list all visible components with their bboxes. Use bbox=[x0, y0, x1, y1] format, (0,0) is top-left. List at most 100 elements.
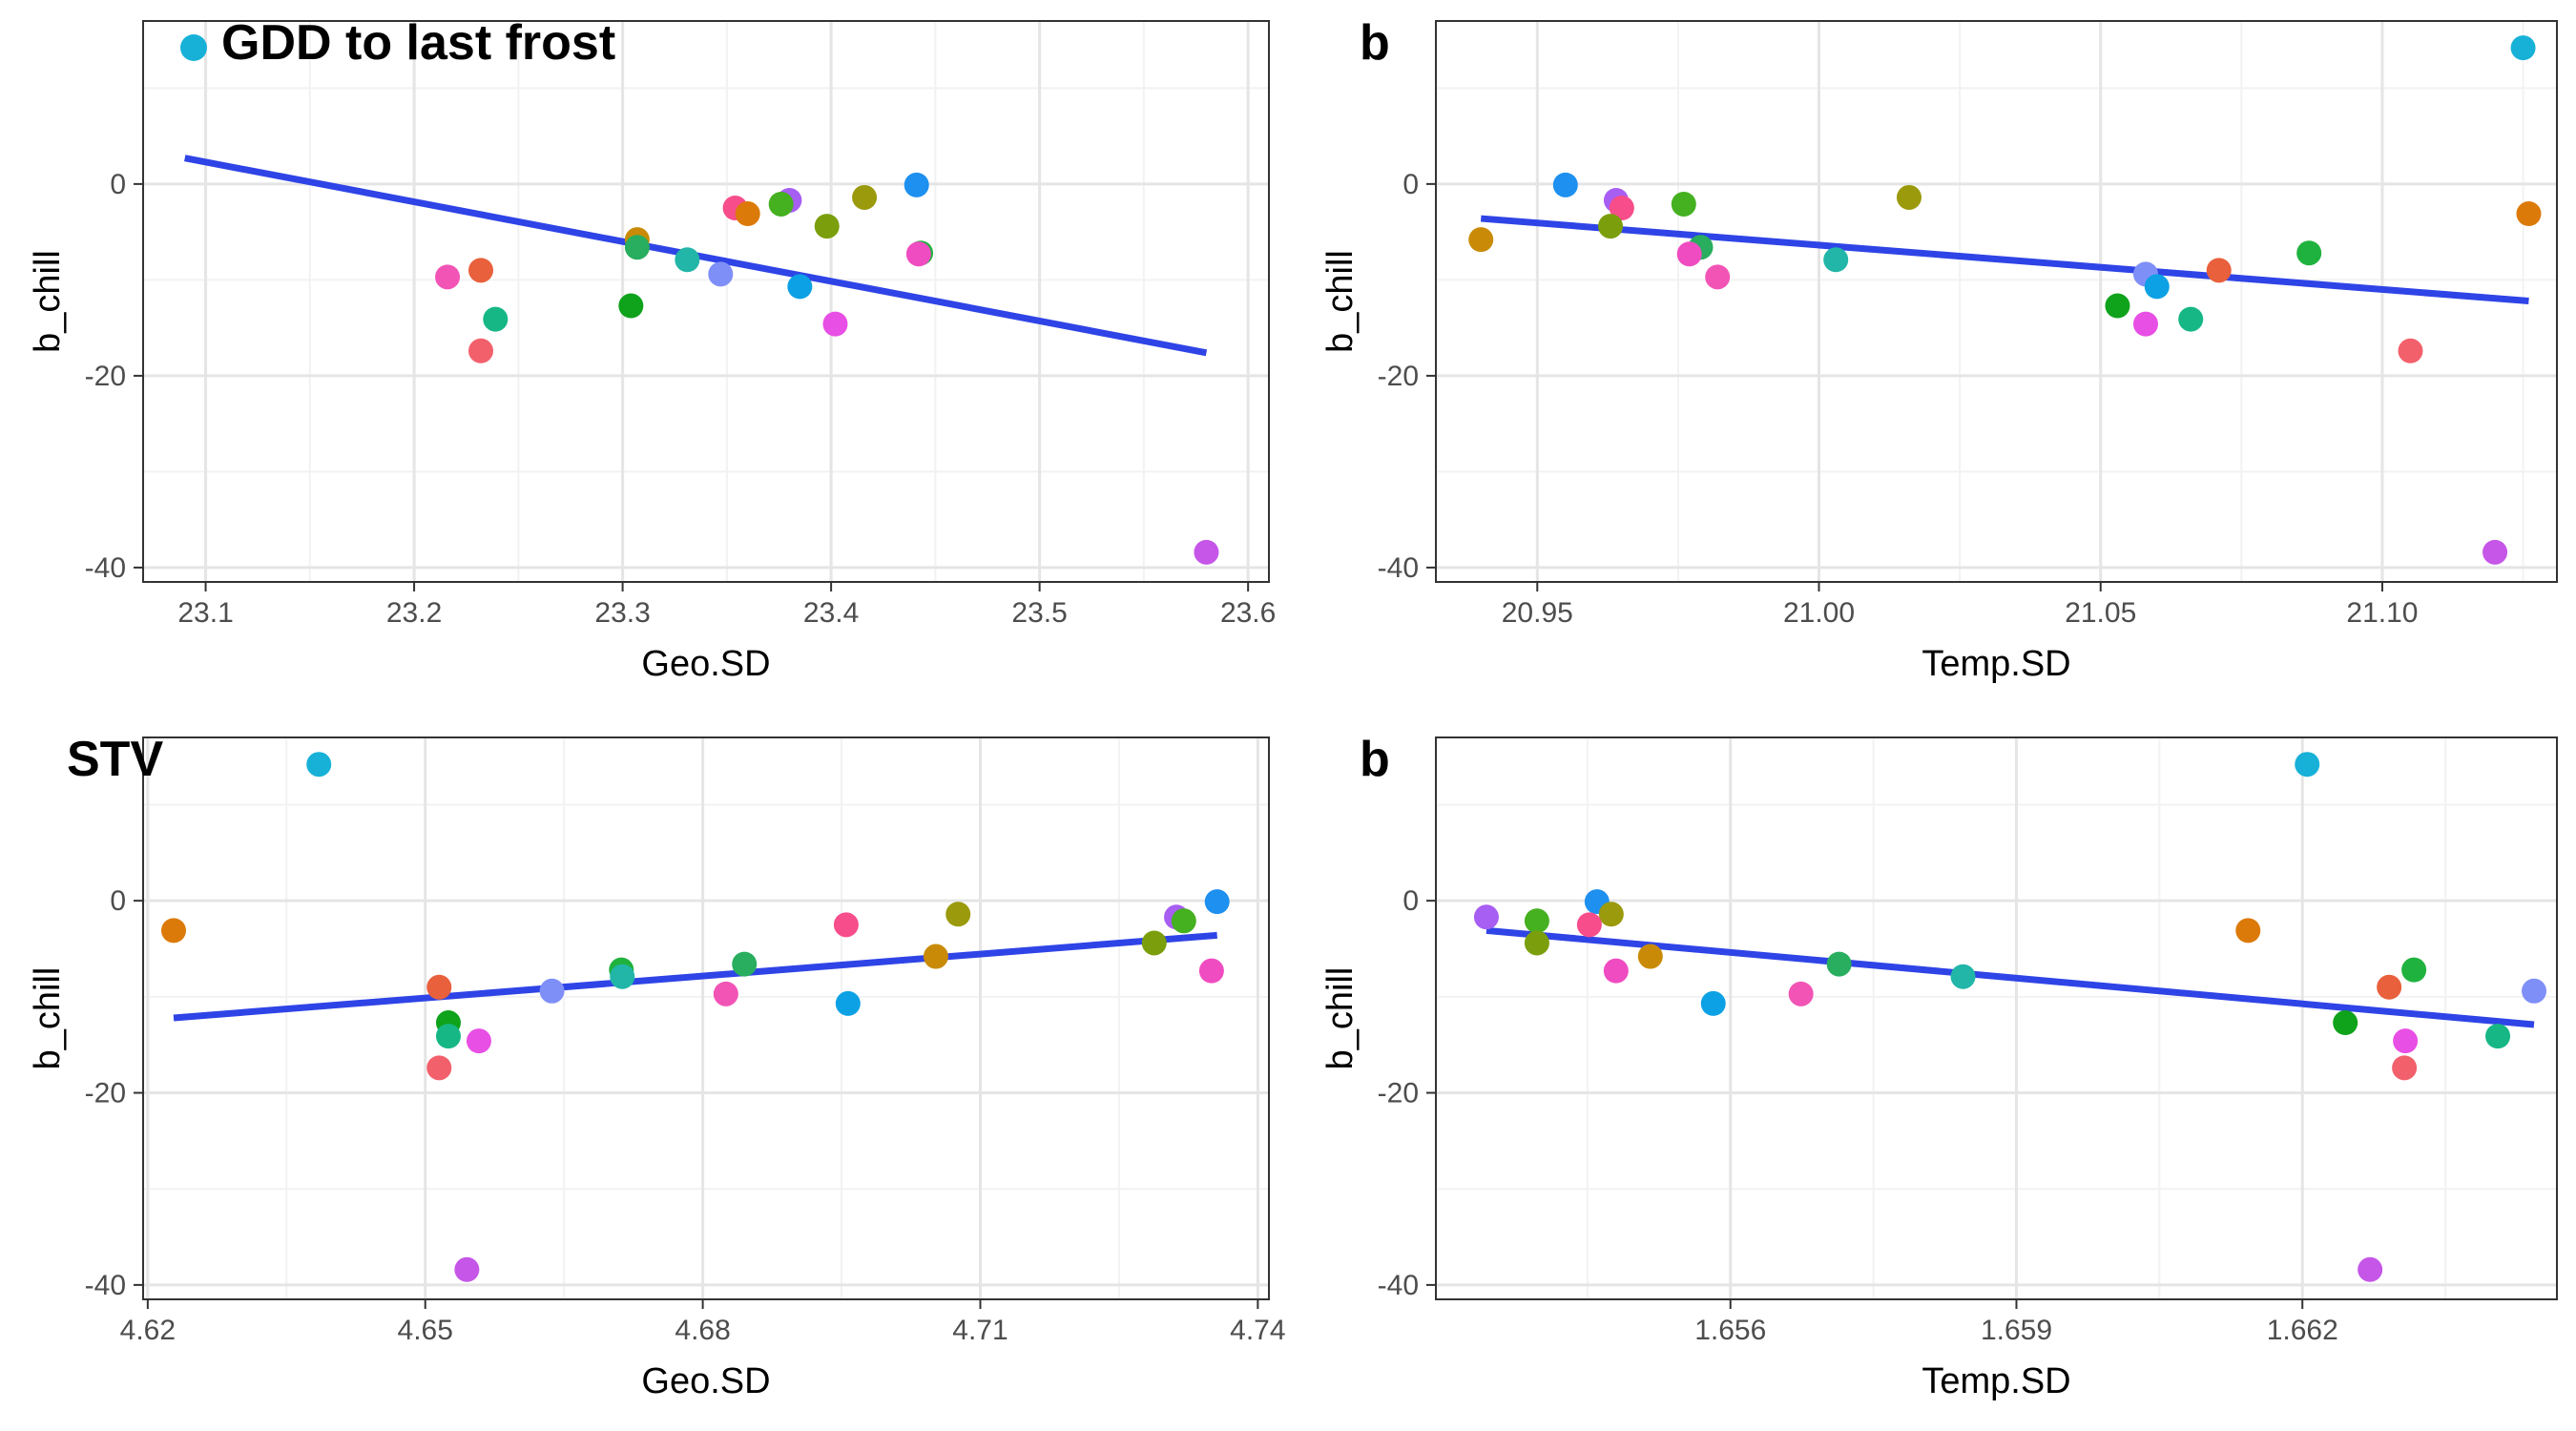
data-point bbox=[2401, 957, 2427, 983]
data-point bbox=[1468, 227, 1494, 253]
data-point bbox=[1598, 902, 1624, 927]
x-tick-label: 4.65 bbox=[398, 1315, 453, 1346]
data-point bbox=[1823, 247, 1849, 273]
x-tick-label: 20.95 bbox=[1502, 597, 1573, 629]
data-point bbox=[2296, 240, 2322, 266]
panel-tag: GDD to last frost bbox=[221, 15, 615, 71]
data-point bbox=[1598, 214, 1624, 239]
panel-3: 4.62 4.65 4.68 4.71 4.74 0 -20 -40 Geo.SD b_chill… bbox=[28, 732, 1286, 1401]
panel-background bbox=[143, 21, 1269, 582]
x-tick-label: 21.00 bbox=[1783, 597, 1855, 629]
data-point bbox=[905, 241, 931, 267]
data-point bbox=[306, 752, 332, 778]
data-point bbox=[2483, 539, 2508, 565]
x-axis-title: Geo.SD bbox=[641, 644, 770, 684]
panel-4: 1.656 1.659 1.662 0 -20 -40 Temp.SD b_chill b bbox=[1320, 732, 2558, 1401]
data-point bbox=[923, 944, 948, 969]
data-point bbox=[835, 990, 861, 1016]
data-point bbox=[1141, 930, 1167, 956]
data-point bbox=[1552, 172, 1578, 197]
data-point bbox=[426, 1055, 452, 1081]
panel-border bbox=[1435, 20, 2558, 583]
y-tick-label: -40 bbox=[85, 1270, 126, 1301]
y-axis-title: b_chill bbox=[1320, 250, 1361, 353]
data-point bbox=[2398, 338, 2423, 363]
data-point bbox=[1524, 908, 1549, 934]
tag-marker bbox=[180, 34, 207, 61]
data-point bbox=[675, 247, 700, 273]
fit-line bbox=[1480, 215, 2529, 304]
y-tick-label: 0 bbox=[110, 885, 126, 917]
panel-background bbox=[143, 737, 1269, 1299]
data-point bbox=[2333, 1010, 2358, 1036]
x-tick-label: 23.1 bbox=[177, 597, 233, 629]
data-point bbox=[1896, 184, 1922, 210]
data-point bbox=[1826, 951, 1852, 977]
panel-border bbox=[142, 20, 1270, 583]
data-point bbox=[1700, 990, 1726, 1016]
data-point bbox=[2105, 293, 2130, 319]
fit-line bbox=[173, 931, 1217, 1022]
y-tick-label: 0 bbox=[1402, 885, 1419, 917]
data-point bbox=[713, 981, 738, 1006]
y-tick-label: -20 bbox=[1378, 361, 1419, 392]
y-tick-label: -20 bbox=[1378, 1078, 1419, 1110]
panel-border bbox=[142, 736, 1270, 1300]
data-point bbox=[2144, 274, 2170, 300]
x-tick-label: 23.3 bbox=[594, 597, 650, 629]
panel-tag: b bbox=[1360, 732, 1390, 787]
data-point bbox=[1576, 912, 1602, 938]
data-point bbox=[708, 261, 734, 287]
x-tick-label: 23.6 bbox=[1220, 597, 1276, 629]
panel-border bbox=[1435, 736, 2558, 1300]
panel-background bbox=[1436, 21, 2557, 582]
x-tick-label: 1.662 bbox=[2267, 1315, 2338, 1346]
data-point bbox=[904, 172, 929, 197]
data-point bbox=[2377, 974, 2402, 1000]
y-tick-label: -20 bbox=[85, 361, 126, 392]
y-tick-label: -20 bbox=[85, 1078, 126, 1110]
x-tick-label: 21.05 bbox=[2065, 597, 2136, 629]
panel-tag: STV bbox=[67, 732, 163, 787]
data-point bbox=[2235, 918, 2261, 944]
panel-background bbox=[1436, 737, 2557, 1299]
y-tick-label: 0 bbox=[1402, 169, 1419, 200]
data-point bbox=[624, 235, 650, 260]
data-point bbox=[2522, 978, 2547, 1004]
data-point bbox=[1671, 191, 1696, 217]
x-tick-label: 1.659 bbox=[1981, 1315, 2052, 1346]
data-point bbox=[454, 1256, 480, 1282]
panel-tag: b bbox=[1360, 15, 1390, 71]
data-point bbox=[435, 1024, 461, 1049]
x-tick-label: 23.5 bbox=[1011, 597, 1067, 629]
data-point bbox=[833, 912, 859, 938]
data-point bbox=[814, 214, 840, 239]
x-tick-label: 23.2 bbox=[386, 597, 442, 629]
data-point bbox=[1194, 539, 1219, 565]
data-point bbox=[1788, 981, 1814, 1006]
y-axis-title: b_chill bbox=[1320, 967, 1361, 1070]
data-point bbox=[468, 338, 493, 363]
x-tick-label: 4.62 bbox=[120, 1315, 176, 1346]
data-point bbox=[468, 258, 493, 283]
data-point bbox=[1950, 964, 1976, 989]
data-point bbox=[1609, 196, 1634, 220]
data-point bbox=[2485, 1024, 2511, 1049]
data-point bbox=[735, 201, 760, 227]
data-point bbox=[426, 974, 452, 1000]
x-tick-label: 1.656 bbox=[1694, 1315, 1766, 1346]
y-tick-label: -40 bbox=[1378, 1270, 1419, 1301]
data-point bbox=[822, 311, 848, 337]
data-point bbox=[618, 293, 644, 319]
data-point bbox=[539, 978, 565, 1004]
data-point bbox=[2178, 306, 2204, 332]
x-tick-label: 23.4 bbox=[803, 597, 859, 629]
data-point bbox=[160, 918, 186, 944]
data-point bbox=[1603, 958, 1629, 984]
x-tick-label: 4.68 bbox=[675, 1315, 730, 1346]
data-point bbox=[435, 264, 461, 290]
data-point bbox=[1676, 241, 1702, 267]
data-point bbox=[1637, 944, 1663, 969]
data-point bbox=[787, 274, 813, 300]
